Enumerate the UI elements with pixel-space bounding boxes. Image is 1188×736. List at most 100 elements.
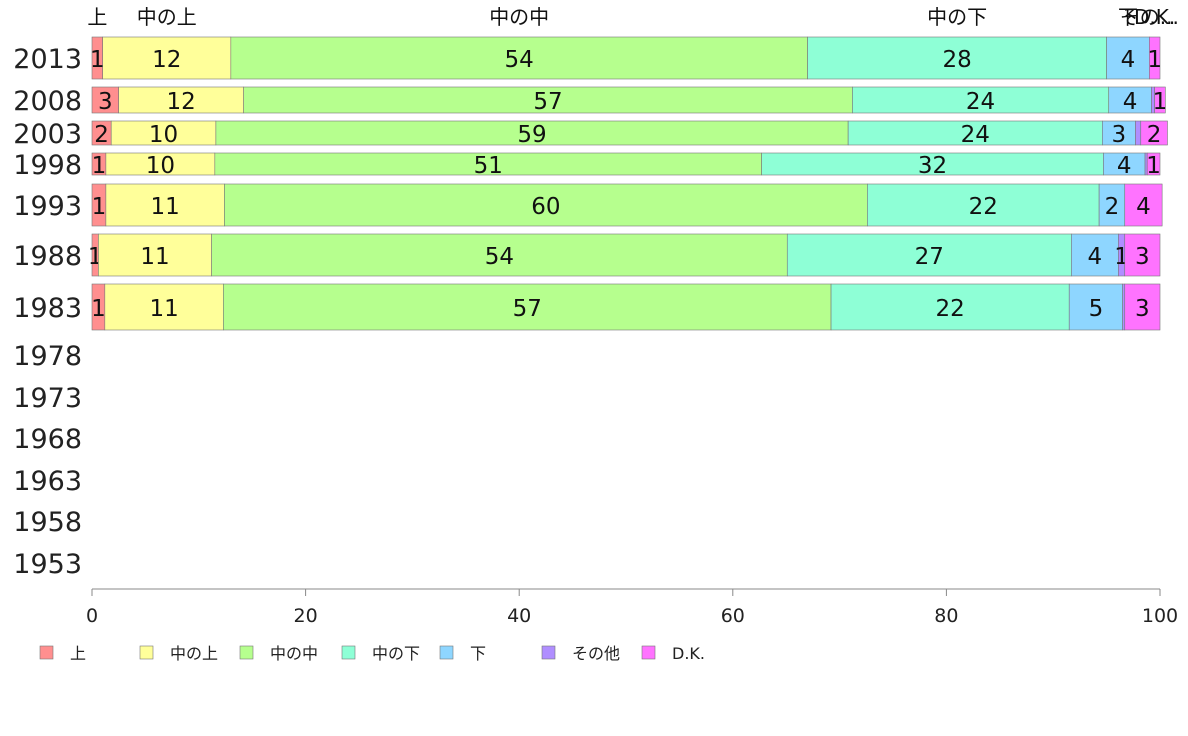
legend-swatch-4 — [341, 645, 356, 660]
data-label-1988-2: 11 — [140, 244, 169, 270]
category-label-1958: 1958 — [13, 507, 82, 538]
legend-swatch-5 — [439, 645, 454, 660]
data-label-1998-1: 1 — [92, 153, 107, 179]
legend-label-2: 中の上 — [170, 644, 218, 663]
data-label-2008-1: 3 — [98, 89, 113, 115]
data-label-1993-5: 2 — [1105, 194, 1120, 220]
bar-2013-2 — [102, 36, 232, 80]
data-label-2003-3: 59 — [517, 122, 546, 148]
category-label-2013: 2013 — [13, 44, 82, 75]
data-label-2013-2: 12 — [152, 47, 181, 73]
bar-1993-3 — [224, 183, 868, 227]
legend-swatch-6 — [541, 645, 556, 660]
category-label-1988: 1988 — [13, 241, 82, 272]
bar-1983-6 — [1122, 283, 1126, 331]
data-label-1988-4: 27 — [915, 244, 944, 270]
category-label-1963: 1963 — [13, 466, 82, 497]
data-label-2003-7: 2 — [1147, 122, 1162, 148]
bar-1983-2 — [104, 283, 224, 331]
bar-1988-5 — [1071, 233, 1119, 277]
top-label-6: その... — [1120, 5, 1179, 29]
data-label-2003-2: 10 — [149, 122, 178, 148]
data-label-2003-4: 24 — [961, 122, 990, 148]
legend-label-5: 下 — [470, 644, 486, 663]
bar-2008-7 — [1154, 86, 1166, 114]
top-label-3: 中の中 — [489, 5, 549, 29]
bar-1993-7 — [1124, 183, 1163, 227]
data-label-1998-3: 51 — [474, 153, 503, 179]
category-label-1993: 1993 — [13, 191, 82, 222]
data-label-1993-4: 22 — [969, 194, 998, 220]
bar-1983-7 — [1124, 283, 1161, 331]
bar-2003-7 — [1140, 120, 1168, 146]
legend-label-4: 中の下 — [372, 644, 420, 663]
top-label-5: 下 — [1118, 5, 1138, 29]
category-label-1978: 1978 — [13, 341, 82, 372]
bar-2008-5 — [1108, 86, 1152, 114]
data-label-2003-1: 2 — [94, 122, 109, 148]
x-tick-label-100: 100 — [1142, 605, 1178, 627]
bar-2003-2 — [110, 120, 217, 146]
data-label-1998-7: 1 — [1146, 153, 1161, 179]
data-label-2013-7: 1 — [1147, 47, 1162, 73]
bar-1993-5 — [1098, 183, 1126, 227]
category-label-1983: 1983 — [13, 293, 82, 324]
bar-2003-3 — [215, 120, 849, 146]
bar-2008-1 — [91, 86, 120, 114]
x-tick-label-0: 0 — [86, 605, 98, 627]
data-label-2008-7: 1 — [1153, 89, 1168, 115]
category-label-2008: 2008 — [13, 86, 82, 117]
data-label-2008-2: 12 — [167, 89, 196, 115]
category-label-1968: 1968 — [13, 424, 82, 455]
bar-2013-5 — [1106, 36, 1150, 80]
category-label-2003: 2003 — [13, 119, 82, 150]
data-label-2008-4: 24 — [966, 89, 995, 115]
bar-1988-7 — [1124, 233, 1161, 277]
data-label-1993-1: 1 — [92, 194, 107, 220]
legend-swatch-1 — [39, 645, 54, 660]
bar-1988-3 — [211, 233, 788, 277]
data-label-1988-7: 3 — [1135, 244, 1150, 270]
legend-swatch-3 — [239, 645, 254, 660]
data-label-2008-5: 4 — [1123, 89, 1138, 115]
legend-label-3: 中の中 — [270, 644, 318, 663]
bar-1983-4 — [830, 283, 1070, 331]
data-label-1988-3: 54 — [485, 244, 514, 270]
data-label-1993-2: 11 — [151, 194, 180, 220]
data-label-1993-3: 60 — [531, 194, 560, 220]
bar-1993-4 — [867, 183, 1100, 227]
legend-label-7: D.K. — [672, 644, 705, 663]
data-label-1983-2: 11 — [149, 296, 178, 322]
category-label-1973: 1973 — [13, 383, 82, 414]
bar-1983-3 — [223, 283, 832, 331]
x-tick-label-60: 60 — [721, 605, 745, 627]
data-label-2013-1: 1 — [90, 47, 105, 73]
bar-2008-2 — [118, 86, 244, 114]
legend-label-6: その他 — [572, 644, 620, 663]
data-label-2013-3: 54 — [505, 47, 534, 73]
data-label-1993-7: 4 — [1136, 194, 1151, 220]
legend-swatch-2 — [139, 645, 154, 660]
top-label-4: 中の下 — [927, 5, 987, 29]
top-label-1: 上 — [87, 5, 107, 29]
data-label-1998-4: 32 — [918, 153, 947, 179]
data-label-1983-5: 5 — [1089, 296, 1104, 322]
top-label-2: 中の上 — [137, 5, 197, 29]
bar-2008-3 — [243, 86, 853, 114]
data-label-2003-5: 3 — [1112, 122, 1127, 148]
bar-2003-6 — [1135, 120, 1142, 146]
x-tick-label-40: 40 — [507, 605, 531, 627]
bar-2003-5 — [1102, 120, 1136, 146]
bar-1983-5 — [1068, 283, 1123, 331]
x-tick-label-20: 20 — [294, 605, 318, 627]
category-label-1998: 1998 — [13, 150, 82, 181]
bar-2013-4 — [807, 36, 1107, 80]
data-label-2013-5: 4 — [1121, 47, 1136, 73]
top-label-7: D.K. — [1134, 5, 1175, 29]
data-label-1998-2: 10 — [146, 153, 175, 179]
legend-swatch-7 — [641, 645, 656, 660]
x-tick-label-80: 80 — [934, 605, 958, 627]
data-label-2008-3: 57 — [533, 89, 562, 115]
bar-2003-4 — [847, 120, 1103, 146]
